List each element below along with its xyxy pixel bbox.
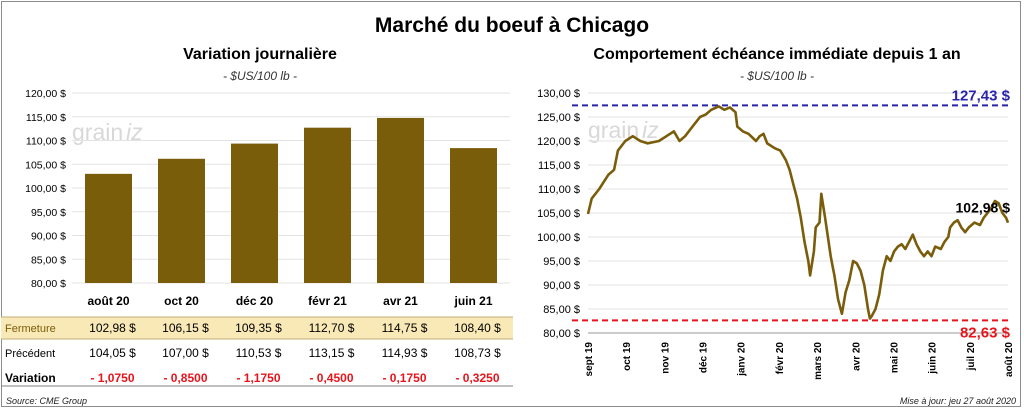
line-chart-title: Comportement échéance immédiate depuis 1… — [593, 46, 961, 63]
table-cell: - 1,1750 — [236, 371, 280, 385]
line-x-tick-label: mai 20 — [889, 342, 900, 374]
table-cell: - 0,1750 — [382, 371, 426, 385]
line-y-tick-label: 110,00 $ — [538, 184, 580, 196]
line-y-tick-label: 85,00 $ — [543, 304, 580, 316]
table-cell: 113,15 $ — [309, 346, 355, 360]
bar-chart-unit: - $US/100 lb - — [222, 69, 298, 83]
bar-y-tick-label: 110,00 $ — [26, 136, 66, 148]
line-x-tick-label: déc 19 — [699, 342, 710, 374]
bar — [450, 148, 497, 283]
bar-x-tick-label: juin 21 — [453, 294, 492, 308]
bar-x-tick-label: avr 21 — [383, 294, 418, 308]
bar-chart: grain iz 80,00 $85,00 $90,00 $95,00 $100… — [1, 88, 513, 387]
last-value-label: 102,98 $ — [956, 200, 1011, 216]
watermark-text-suffix: iz — [126, 119, 143, 145]
line-y-tick-label: 95,00 $ — [543, 256, 580, 268]
table-cell: - 0,3250 — [455, 371, 499, 385]
table-highlight-row — [1, 317, 513, 339]
line-x-tick-label: mars 20 — [813, 342, 824, 380]
bar — [85, 173, 132, 283]
table-cell: 109,35 $ — [235, 321, 282, 335]
line-y-tick-label: 120,00 $ — [537, 136, 580, 148]
update-note: Mise à jour: jeu 27 août 2020 — [899, 396, 1016, 406]
line-x-tick-label: oct 19 — [622, 342, 633, 371]
table-cell: 104,05 $ — [89, 346, 136, 360]
bar-x-tick-label: déc 20 — [236, 294, 274, 308]
line-x-tick-label: juin 20 — [928, 342, 939, 375]
line-x-tick-label: févr 20 — [775, 342, 786, 375]
table-cell: 114,75 $ — [382, 321, 428, 335]
line-y-tick-label: 100,00 $ — [537, 232, 580, 244]
reference-line-label: 127,43 $ — [952, 87, 1011, 104]
bar-y-tick-label: 120,00 $ — [25, 88, 66, 100]
table-row-label: Fermeture — [5, 323, 56, 335]
table-row-label: Précédent — [5, 348, 55, 360]
bar-x-tick-label: oct 20 — [164, 294, 199, 308]
line-y-tick-label: 90,00 $ — [543, 280, 580, 292]
bar-y-tick-label: 105,00 $ — [25, 159, 66, 171]
line-x-tick-label: sept 19 — [584, 342, 595, 377]
line-x-tick-label: août 20 — [1004, 342, 1015, 377]
line-x-tick-label: juil 20 — [966, 342, 977, 372]
table-cell: 112,70 $ — [309, 321, 355, 335]
line-y-tick-label: 80,00 $ — [543, 328, 580, 340]
watermark-text-suffix-2: iz — [642, 117, 659, 143]
bar-y-tick-label: 115,00 $ — [26, 112, 66, 124]
bar-y-tick-label: 90,00 $ — [31, 231, 66, 243]
watermark-text-2: grain — [588, 117, 639, 143]
table-cell: 106,15 $ — [162, 321, 209, 335]
table-cell: 102,98 $ — [89, 321, 136, 335]
line-x-tick-label: nov 19 — [660, 342, 671, 374]
table-cell: 108,40 $ — [454, 321, 501, 335]
table-cell: 107,00 $ — [162, 346, 209, 360]
table-cell: 108,73 $ — [454, 346, 501, 360]
bar-y-tick-label: 100,00 $ — [25, 183, 66, 195]
line-x-tick-label: avr 20 — [851, 342, 862, 371]
table-row-label: Variation — [5, 371, 56, 385]
reference-line-label: 82,63 $ — [960, 324, 1011, 341]
bar-x-tick-label: févr 21 — [308, 294, 347, 308]
line-y-tick-label: 115,00 $ — [538, 160, 580, 172]
bar — [231, 143, 278, 283]
table-cell: 114,93 $ — [382, 346, 428, 360]
line-y-tick-label: 130,00 $ — [537, 88, 580, 100]
table-cell: 110,53 $ — [236, 346, 282, 360]
source-note: Source: CME Group — [6, 396, 88, 406]
page-title: Marché du boeuf à Chicago — [374, 14, 650, 37]
line-y-tick-label: 105,00 $ — [537, 208, 580, 220]
line-y-tick-label: 125,00 $ — [537, 112, 580, 124]
price-series-line — [586, 105, 1010, 320]
bar — [304, 127, 351, 283]
bar — [377, 117, 424, 283]
bar-x-tick-label: août 20 — [87, 294, 129, 308]
line-x-tick-label: janv 20 — [737, 342, 748, 377]
bar-y-tick-label: 95,00 $ — [31, 207, 66, 219]
table-cell: - 0,8500 — [163, 371, 207, 385]
line-chart-unit: - $US/100 lb - — [739, 69, 815, 83]
table-cell: - 1,0750 — [90, 371, 134, 385]
bar-chart-title: Variation journalière — [183, 46, 337, 63]
bar-y-tick-label: 85,00 $ — [31, 254, 66, 266]
table-cell: - 0,4500 — [309, 371, 353, 385]
watermark-2: grain iz — [588, 117, 659, 143]
bar-y-tick-label: 80,00 $ — [31, 278, 66, 290]
bar — [158, 158, 205, 283]
